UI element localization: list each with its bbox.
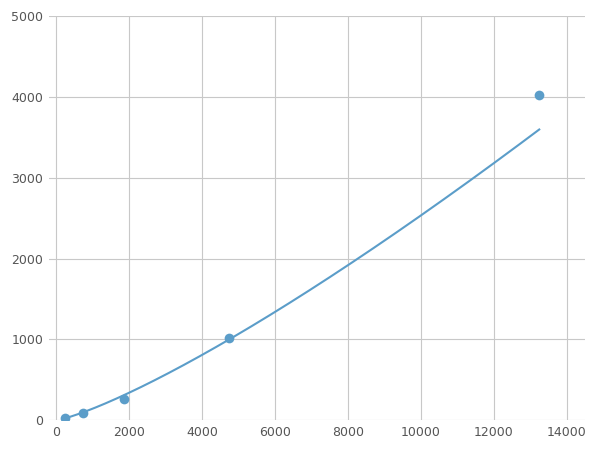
Point [60, 414, 70, 422]
Point [119, 396, 129, 403]
Point [79, 410, 88, 417]
Point [224, 334, 234, 342]
Point [535, 92, 544, 99]
